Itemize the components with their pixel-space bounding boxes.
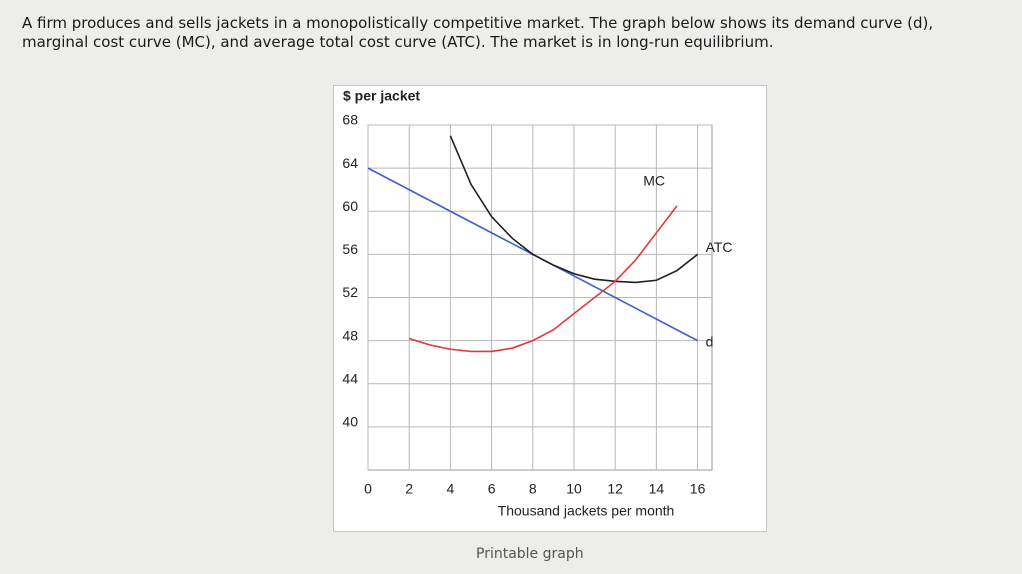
x-tick-label: 10	[566, 481, 582, 497]
y-tick-label: 52	[342, 284, 358, 300]
y-tick-label: 64	[342, 155, 358, 171]
x-tick-label: 14	[649, 481, 665, 497]
x-tick-label: 16	[690, 481, 706, 497]
series-label: d	[706, 333, 714, 349]
question-line: marginal cost curve (MC), and average to…	[22, 33, 774, 51]
x-tick-label: 2	[405, 481, 413, 497]
x-tick-label: 0	[364, 481, 372, 497]
y-tick-label: 40	[342, 414, 358, 430]
series-line	[408, 205, 678, 353]
x-tick-label: 6	[488, 481, 496, 497]
series-label: ATC	[706, 239, 733, 255]
y-tick-label: 44	[342, 370, 358, 386]
printable-link[interactable]: Printable graph	[476, 546, 584, 562]
question: A firm produces and sells jackets in a m…	[22, 14, 1017, 52]
y-tick-label: 60	[342, 198, 358, 214]
y-axis-label: $ per jacket	[343, 88, 420, 104]
y-tick-label: 68	[342, 112, 358, 128]
x-axis-label: Thousand jackets per month	[498, 503, 675, 519]
series-label: MC	[643, 173, 665, 189]
x-tick-label: 8	[529, 481, 537, 497]
series-line	[449, 135, 699, 284]
x-tick-label: 4	[446, 481, 454, 497]
y-tick-label: 48	[342, 327, 358, 343]
x-tick-label: 12	[607, 481, 623, 497]
y-tick-label: 56	[342, 241, 358, 257]
question-line: A firm produces and sells jackets in a m…	[22, 14, 934, 32]
